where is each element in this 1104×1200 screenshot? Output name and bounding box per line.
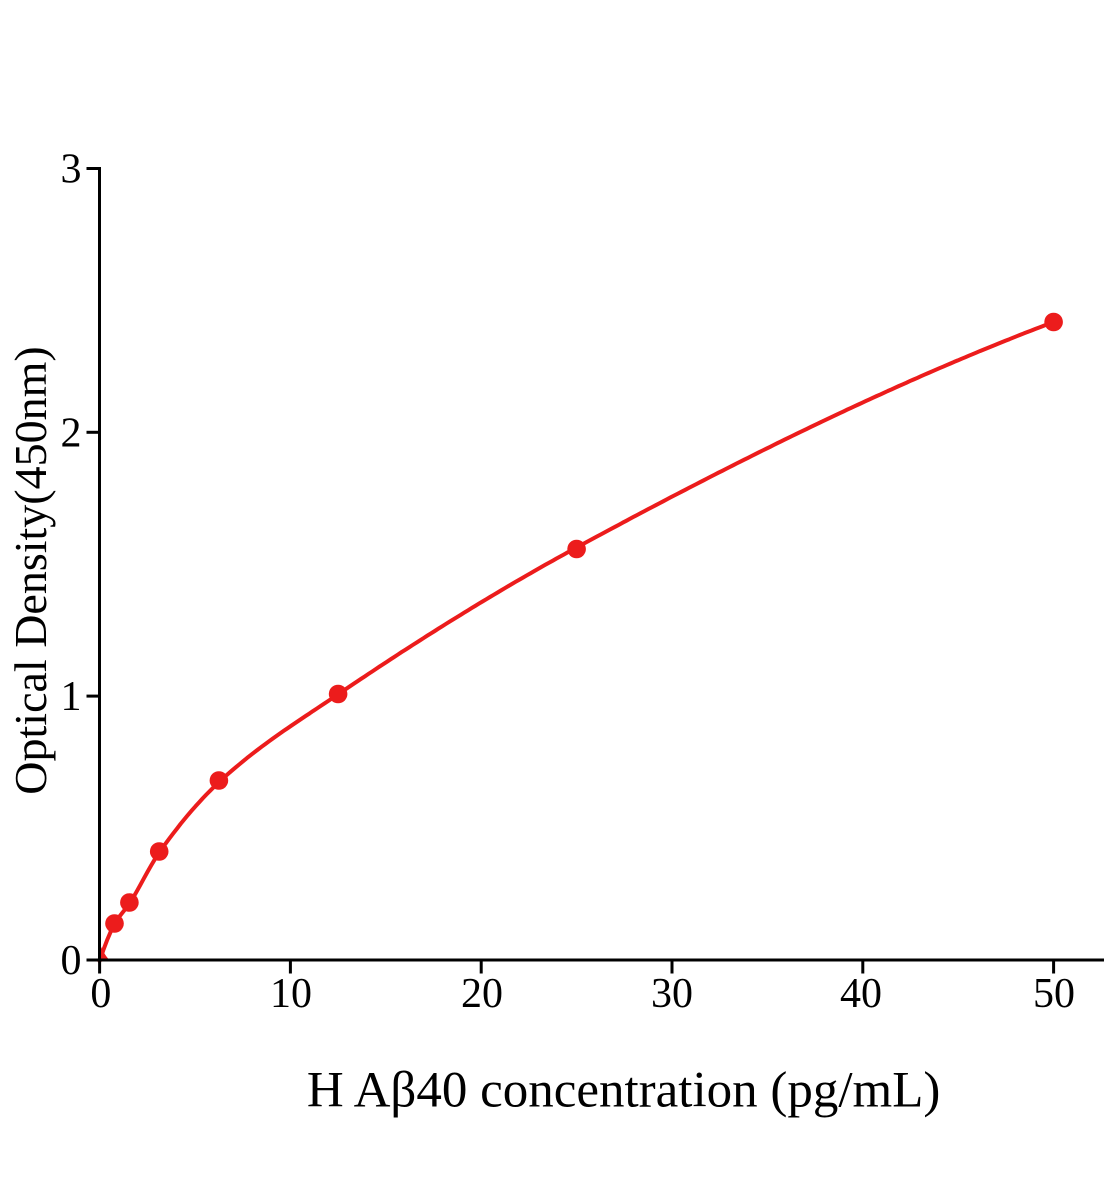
svg-text:20: 20 xyxy=(461,971,503,1017)
svg-text:Optical Density(450nm): Optical Density(450nm) xyxy=(5,346,56,794)
svg-text:30: 30 xyxy=(651,971,693,1017)
svg-text:50: 50 xyxy=(1033,971,1075,1017)
svg-text:0: 0 xyxy=(90,971,111,1017)
svg-text:3: 3 xyxy=(61,147,82,193)
svg-text:10: 10 xyxy=(270,971,312,1017)
svg-text:2: 2 xyxy=(61,410,82,456)
svg-text:0: 0 xyxy=(61,938,82,984)
svg-text:H Aβ40 concentration (pg/mL): H Aβ40 concentration (pg/mL) xyxy=(307,1062,941,1118)
svg-text:1: 1 xyxy=(61,674,82,720)
svg-text:40: 40 xyxy=(840,971,882,1017)
